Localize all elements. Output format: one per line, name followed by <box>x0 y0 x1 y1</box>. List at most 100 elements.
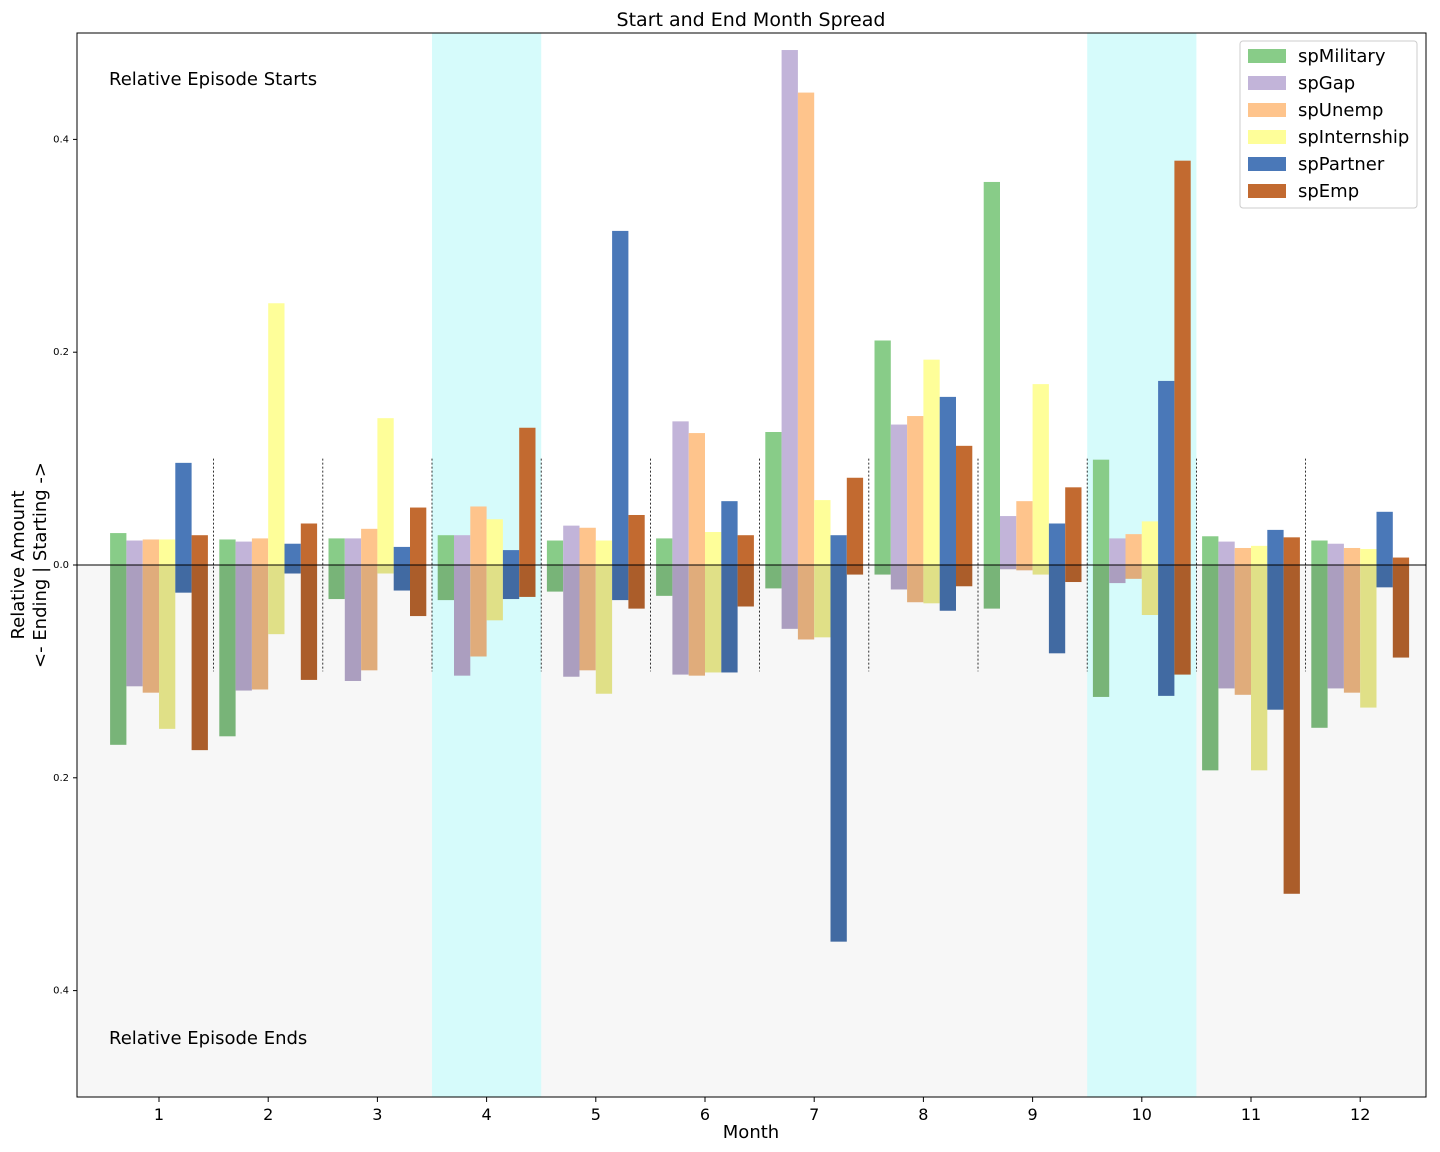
bar-start-spInternship-10 <box>1141 521 1159 565</box>
bar-start-spPartner-12 <box>1376 511 1393 565</box>
x-tick-label: 12 <box>1350 1105 1370 1124</box>
bar-end-spEmp-5 <box>628 565 645 609</box>
bar-end-spPartner-7 <box>830 565 847 942</box>
y-tick-label: 0.0 <box>53 560 69 571</box>
bar-start-spUnemp-8 <box>907 416 924 565</box>
bar-start-spEmp-7 <box>846 477 864 565</box>
x-tick-label: 8 <box>918 1105 928 1124</box>
bar-start-spPartner-3 <box>393 546 410 565</box>
bar-start-spGap-7 <box>781 50 798 566</box>
bar-start-spEmp-6 <box>737 535 754 565</box>
bar-end-spEmp-10 <box>1174 565 1191 675</box>
bar-end-spUnemp-12 <box>1343 565 1361 693</box>
bars-layer <box>110 50 1410 942</box>
bar-end-spGap-5 <box>563 565 580 677</box>
x-tick-label: 6 <box>700 1105 710 1124</box>
bar-start-spEmp-1 <box>191 535 208 565</box>
bar-start-spInternship-8 <box>923 359 940 565</box>
bar-end-spEmp-6 <box>737 565 754 607</box>
bar-end-spGap-8 <box>890 565 908 590</box>
y-axis-label-line1: Relative Amount <box>8 490 29 639</box>
bar-start-spEmp-10 <box>1174 160 1191 565</box>
bar-end-spEmp-9 <box>1065 565 1082 583</box>
bar-start-spMilitary-12 <box>1311 540 1328 565</box>
bar-start-spInternship-7 <box>814 500 831 565</box>
bar-start-spGap-1 <box>126 540 143 565</box>
x-tick-label: 4 <box>482 1105 492 1124</box>
bar-start-spMilitary-11 <box>1202 536 1219 565</box>
bar-start-spUnemp-11 <box>1234 547 1251 565</box>
bar-end-spPartner-10 <box>1158 565 1175 696</box>
bar-end-spUnemp-11 <box>1234 565 1251 695</box>
bar-start-spUnemp-5 <box>579 527 596 565</box>
legend-swatch-spInternship <box>1248 130 1286 144</box>
bar-start-spInternship-1 <box>159 539 176 565</box>
bar-end-spUnemp-9 <box>1016 565 1033 571</box>
bar-start-spGap-12 <box>1327 543 1344 565</box>
y-tick-label: 0.4 <box>53 986 69 997</box>
bar-start-spMilitary-2 <box>219 539 236 565</box>
bar-end-spPartner-8 <box>939 565 956 611</box>
annotation-starts: Relative Episode Starts <box>109 69 317 90</box>
bar-end-spPartner-4 <box>502 565 520 600</box>
bar-start-spPartner-9 <box>1048 523 1066 565</box>
bar-end-spEmp-2 <box>300 565 318 680</box>
bar-end-spPartner-6 <box>721 565 738 673</box>
bar-end-spUnemp-3 <box>361 565 378 671</box>
bar-start-spGap-3 <box>344 538 362 565</box>
bar-start-spPartner-2 <box>284 543 301 565</box>
bar-end-spPartner-12 <box>1376 565 1393 588</box>
annotation-ends: Relative Episode Ends <box>109 1028 307 1049</box>
bar-end-spPartner-2 <box>284 565 301 574</box>
bar-end-spGap-11 <box>1218 565 1235 689</box>
bar-start-spEmp-11 <box>1283 537 1300 565</box>
bar-end-spGap-1 <box>126 565 143 687</box>
bar-end-spInternship-4 <box>486 565 503 621</box>
bar-end-spUnemp-7 <box>797 565 815 640</box>
y-tick-label: 0.2 <box>53 347 69 358</box>
bar-end-spMilitary-10 <box>1092 565 1110 697</box>
chart-title: Start and End Month Spread <box>617 9 886 31</box>
bar-start-spUnemp-3 <box>361 528 378 565</box>
bar-end-spEmp-11 <box>1283 565 1300 894</box>
bar-end-spPartner-1 <box>175 565 192 593</box>
bar-end-spInternship-11 <box>1251 565 1268 771</box>
bar-start-spMilitary-7 <box>765 432 782 565</box>
legend-label-spEmp: spEmp <box>1298 181 1359 202</box>
bar-end-spEmp-12 <box>1392 565 1410 658</box>
x-tick-label: 11 <box>1241 1105 1261 1124</box>
bar-end-spUnemp-8 <box>907 565 924 603</box>
bar-start-spUnemp-6 <box>688 433 705 565</box>
bar-end-spInternship-3 <box>377 565 394 574</box>
bar-end-spInternship-8 <box>923 565 940 604</box>
x-tick-label: 2 <box>263 1105 273 1124</box>
bar-start-spPartner-7 <box>830 535 847 565</box>
bar-start-spPartner-6 <box>721 501 738 565</box>
x-axis-label: Month <box>723 1122 779 1143</box>
x-tick-label: 5 <box>591 1105 601 1124</box>
bar-start-spEmp-9 <box>1065 487 1082 565</box>
bar-start-spMilitary-9 <box>983 181 1000 565</box>
bar-end-spPartner-11 <box>1267 565 1284 710</box>
bar-end-spPartner-5 <box>612 565 629 601</box>
bar-start-spMilitary-10 <box>1092 459 1110 565</box>
legend: spMilitary spGap spUnemp spInternship spPart… <box>1239 40 1418 209</box>
bar-end-spMilitary-12 <box>1311 565 1328 728</box>
x-tick-label: 3 <box>372 1105 382 1124</box>
bar-start-spGap-8 <box>890 424 908 565</box>
bar-start-spInternship-11 <box>1251 545 1268 565</box>
bar-end-spUnemp-1 <box>142 565 159 693</box>
x-tick-label: 9 <box>1028 1105 1038 1124</box>
bar-end-spUnemp-2 <box>251 565 269 690</box>
bar-end-spMilitary-9 <box>983 565 1000 609</box>
bar-start-spMilitary-8 <box>874 340 891 565</box>
bar-start-spEmp-2 <box>300 523 318 565</box>
y-tick-label: 0.2 <box>53 773 69 784</box>
bar-end-spPartner-9 <box>1048 565 1066 654</box>
x-tick-label: 7 <box>809 1105 819 1124</box>
bar-end-spEmp-3 <box>410 565 427 617</box>
bar-start-spGap-11 <box>1218 541 1235 565</box>
bar-end-spMilitary-11 <box>1202 565 1219 771</box>
bar-start-spPartner-10 <box>1158 380 1175 565</box>
